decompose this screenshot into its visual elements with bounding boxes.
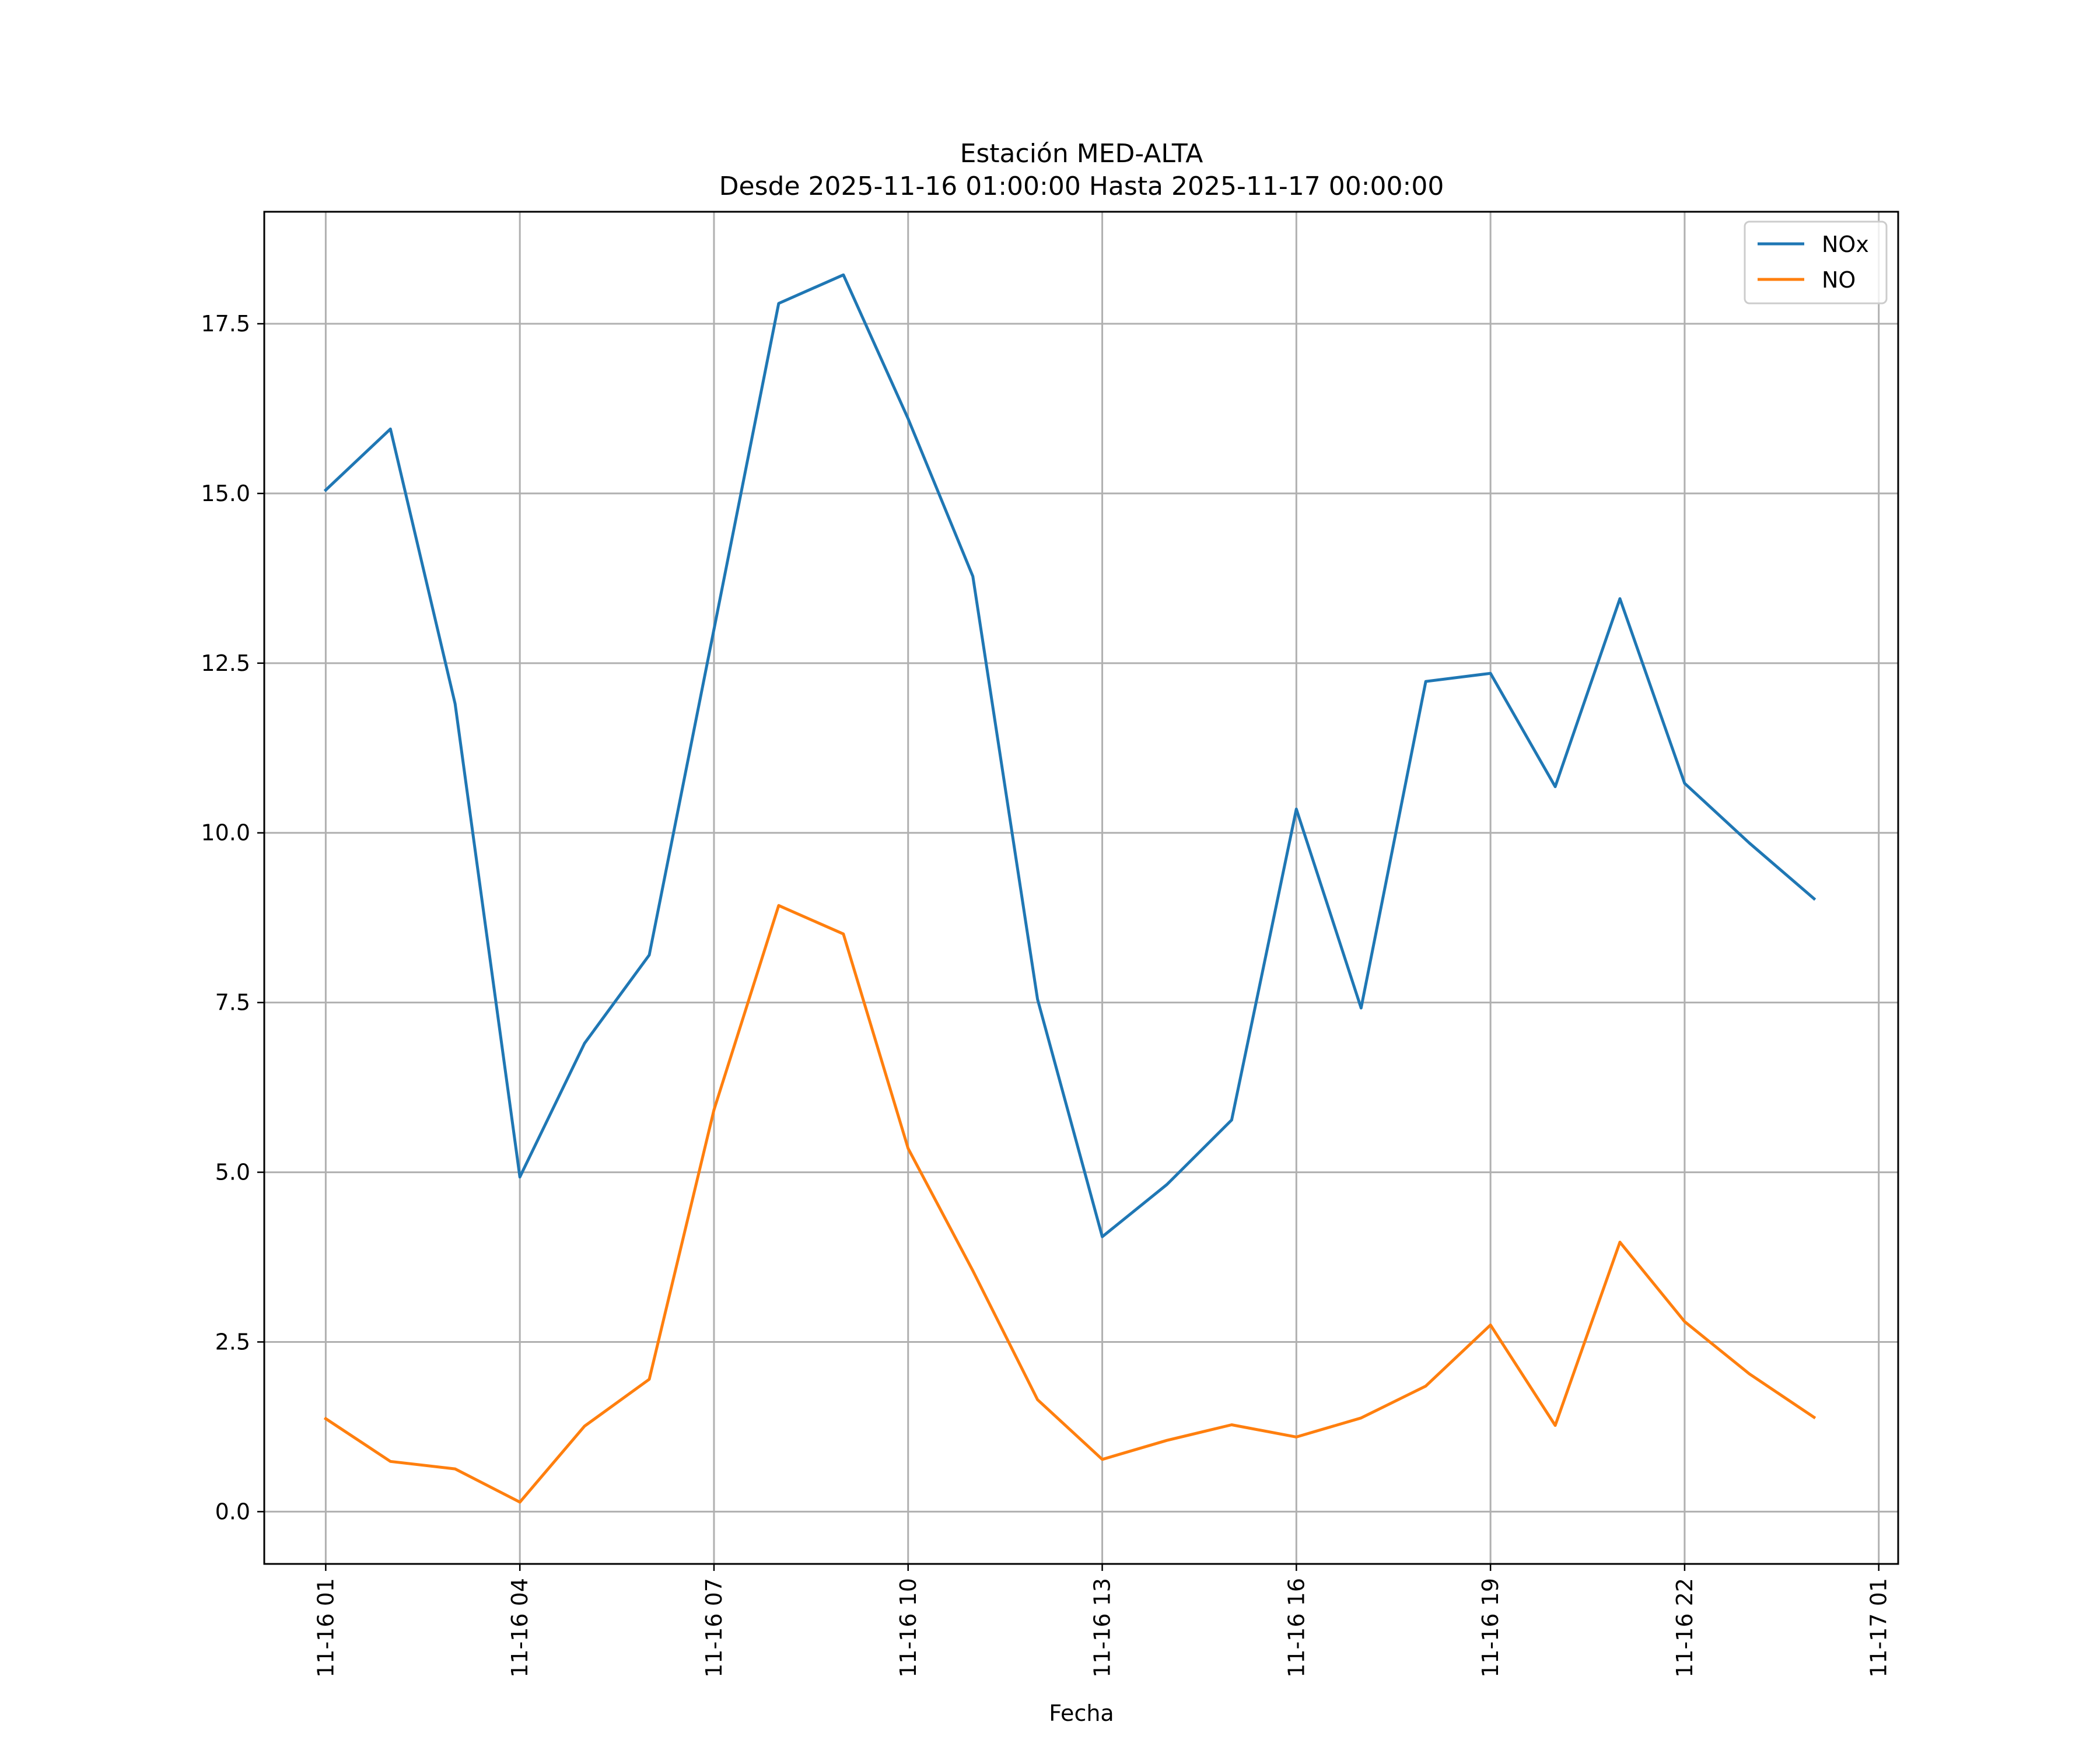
y-tick-label: 17.5	[201, 311, 250, 337]
plot-frame	[263, 211, 1899, 1565]
x-tick-label: 11-16 10	[895, 1578, 921, 1678]
series-line-no	[323, 904, 1817, 1504]
y-tick-label: 5.0	[215, 1160, 250, 1185]
legend-label-nox: NOx	[1822, 232, 1869, 257]
x-tick-label: 11-16 22	[1672, 1578, 1698, 1678]
x-tick-label: 11-16 19	[1478, 1578, 1503, 1678]
y-tick-label: 0.0	[215, 1499, 250, 1524]
series-line-nox	[323, 273, 1817, 1238]
series-layer	[323, 273, 1817, 1504]
grid	[264, 212, 1898, 1564]
x-axis-label: Fecha	[1049, 1700, 1114, 1726]
legend-box	[1744, 220, 1888, 304]
y-tick-label: 2.5	[215, 1329, 250, 1354]
x-tick-label: 11-16 07	[701, 1578, 727, 1678]
legend: NOx NO	[1744, 220, 1888, 304]
legend-label-no: NO	[1822, 267, 1856, 293]
y-tick-label: 15.0	[201, 481, 250, 506]
x-tick-label: 11-17 01	[1866, 1578, 1892, 1678]
y-tick-label: 10.0	[201, 820, 250, 846]
y-tick-label: 7.5	[215, 990, 250, 1016]
plot-area	[264, 212, 1898, 1564]
y-tick-label: 12.5	[201, 650, 250, 676]
x-tick-label: 11-16 16	[1283, 1578, 1309, 1678]
x-tick-label: 11-16 13	[1090, 1578, 1115, 1678]
chart-title: Estación MED-ALTA	[960, 139, 1203, 169]
x-tick-label: 11-16 01	[313, 1578, 338, 1678]
x-tick-label: 11-16 04	[507, 1578, 533, 1678]
chart-subtitle: Desde 2025-11-16 01:00:00 Hasta 2025-11-…	[719, 172, 1444, 201]
ticks: 0.0 2.5 5.0 7.5 10.0 12.5 15.0 17.5 11-16 01 11-1…	[201, 311, 1891, 1678]
